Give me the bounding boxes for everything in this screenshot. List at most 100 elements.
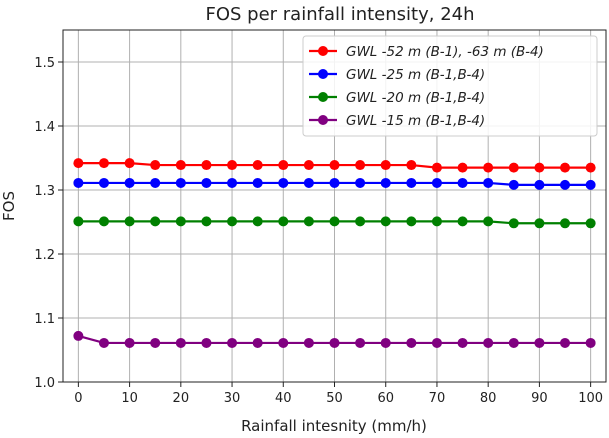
data-point <box>483 337 494 348</box>
data-point <box>406 337 417 348</box>
data-point <box>227 337 238 348</box>
data-point <box>175 216 186 227</box>
data-point <box>431 177 442 188</box>
data-point <box>457 177 468 188</box>
data-point <box>585 337 596 348</box>
x-axis-ticks: 0 10 20 30 40 50 60 70 80 90 100 <box>74 382 603 406</box>
data-point <box>585 218 596 229</box>
y-tick-label: 1.2 <box>34 248 55 263</box>
data-point <box>201 216 212 227</box>
data-point <box>355 216 366 227</box>
legend-label: GWL -15 m (B-1,B-4) <box>346 113 485 129</box>
x-tick-label: 80 <box>480 391 497 406</box>
data-point <box>124 158 135 169</box>
data-point <box>329 177 340 188</box>
data-point <box>201 160 212 171</box>
data-point <box>303 216 314 227</box>
x-tick-label: 30 <box>224 391 241 406</box>
data-point <box>508 162 519 173</box>
data-point <box>560 162 571 173</box>
data-point <box>560 179 571 190</box>
data-point <box>124 337 135 348</box>
data-point <box>534 179 545 190</box>
data-point <box>124 177 135 188</box>
data-point <box>560 218 571 229</box>
data-point <box>585 179 596 190</box>
data-point <box>227 160 238 171</box>
data-point <box>355 337 366 348</box>
data-point <box>406 216 417 227</box>
series-2 <box>73 177 596 190</box>
data-point <box>508 218 519 229</box>
data-point <box>278 177 289 188</box>
data-point <box>278 216 289 227</box>
x-tick-label: 20 <box>173 391 190 406</box>
legend-frame <box>302 35 598 137</box>
data-point <box>227 177 238 188</box>
legend-item: GWL -20 m (B-1,B-4) <box>309 90 485 106</box>
data-point <box>252 177 263 188</box>
y-tick-label: 1.5 <box>34 56 55 71</box>
x-axis-label: Rainfall intesnity (mm/h) <box>241 417 427 435</box>
data-point <box>150 177 161 188</box>
data-point <box>483 216 494 227</box>
data-point <box>380 160 391 171</box>
data-point <box>457 337 468 348</box>
data-point <box>431 162 442 173</box>
data-point <box>150 337 161 348</box>
data-point <box>227 216 238 227</box>
data-point <box>98 337 109 348</box>
data-point <box>431 337 442 348</box>
legend-item: GWL -15 m (B-1,B-4) <box>309 113 485 129</box>
x-tick-label: 100 <box>578 391 603 406</box>
legend-label: GWL -20 m (B-1,B-4) <box>346 90 485 106</box>
data-point <box>175 160 186 171</box>
x-tick-label: 70 <box>429 391 446 406</box>
data-point <box>73 158 84 169</box>
x-tick-label: 10 <box>121 391 138 406</box>
y-tick-label: 1.1 <box>34 312 55 327</box>
y-axis-ticks: 1.0 1.1 1.2 1.3 1.4 1.5 <box>34 56 63 391</box>
data-point <box>380 177 391 188</box>
data-point <box>329 216 340 227</box>
legend-item: GWL -52 m (B-1), -63 m (B-4) <box>309 44 544 60</box>
data-point <box>175 337 186 348</box>
data-point <box>355 177 366 188</box>
legend-marker <box>318 46 328 56</box>
data-point <box>252 216 263 227</box>
data-point <box>534 162 545 173</box>
chart-title: FOS per rainfall intensity, 24h <box>205 4 474 25</box>
data-point <box>175 177 186 188</box>
series-1 <box>73 158 596 173</box>
data-point <box>329 337 340 348</box>
data-point <box>431 216 442 227</box>
legend-marker <box>318 115 328 125</box>
data-point <box>252 160 263 171</box>
data-point <box>303 160 314 171</box>
data-point <box>560 337 571 348</box>
data-point <box>508 179 519 190</box>
data-point <box>98 158 109 169</box>
x-tick-label: 40 <box>275 391 292 406</box>
data-point <box>534 218 545 229</box>
data-point <box>355 160 366 171</box>
data-point <box>508 337 519 348</box>
legend-marker <box>318 69 328 79</box>
data-point <box>457 162 468 173</box>
data-point <box>380 216 391 227</box>
legend: GWL -52 m (B-1), -63 m (B-4) GWL -25 m (B… <box>302 35 598 137</box>
y-tick-label: 1.4 <box>34 120 55 135</box>
legend-label: GWL -25 m (B-1,B-4) <box>346 67 485 83</box>
legend-label: GWL -52 m (B-1), -63 m (B-4) <box>346 44 544 60</box>
data-point <box>380 337 391 348</box>
data-point <box>252 337 263 348</box>
series-3 <box>73 216 596 229</box>
data-point <box>457 216 468 227</box>
data-point <box>406 160 417 171</box>
data-point <box>73 216 84 227</box>
data-point <box>98 216 109 227</box>
legend-item: GWL -25 m (B-1,B-4) <box>309 67 485 83</box>
legend-marker <box>318 92 328 102</box>
data-point <box>73 177 84 188</box>
